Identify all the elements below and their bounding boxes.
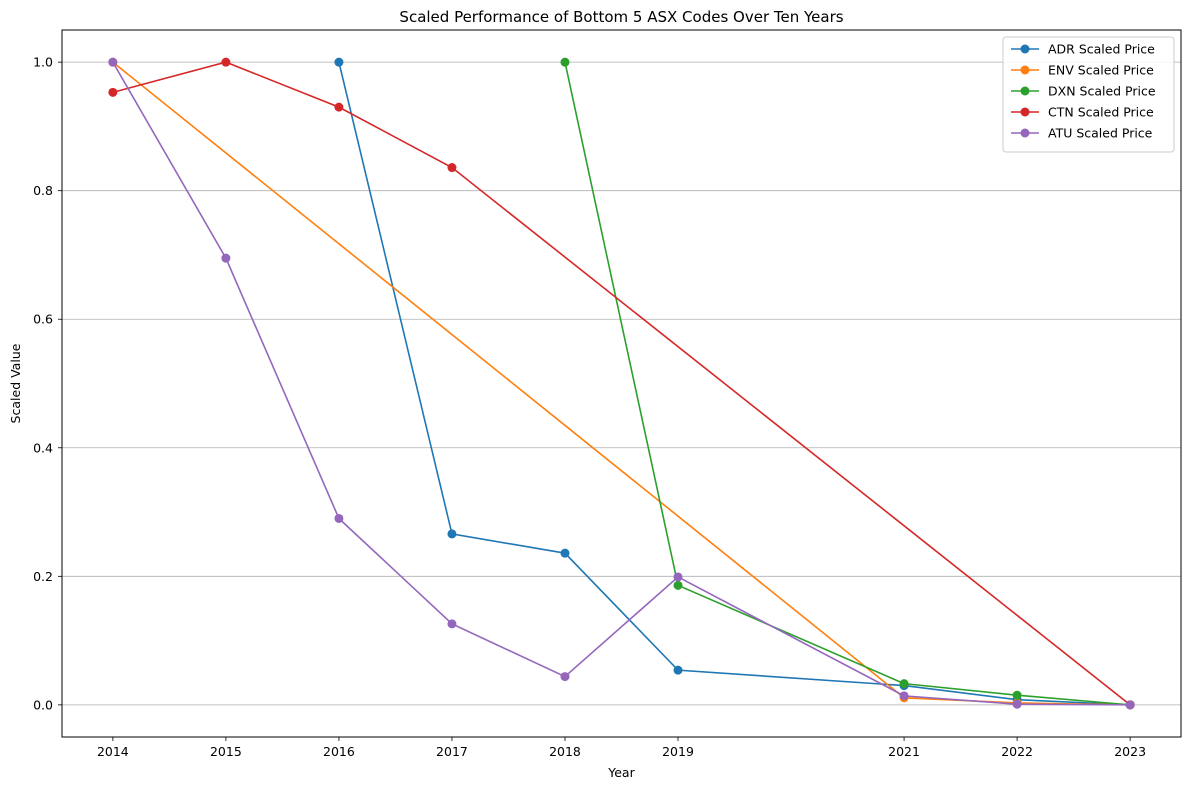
data-point <box>221 57 231 67</box>
data-point <box>560 548 570 558</box>
data-point <box>1012 690 1022 700</box>
legend-item: ATU Scaled Price <box>1011 126 1153 141</box>
legend-label: ADR Scaled Price <box>1048 42 1155 57</box>
legend-swatch-marker <box>1020 65 1030 75</box>
data-point <box>447 163 457 173</box>
data-point <box>108 57 118 67</box>
data-point <box>899 691 909 701</box>
legend-swatch-marker <box>1020 107 1030 117</box>
data-point <box>334 102 344 112</box>
legend-swatch-marker <box>1020 86 1030 96</box>
data-point <box>1012 699 1022 709</box>
legend-label: ENV Scaled Price <box>1048 63 1154 78</box>
data-point <box>221 253 231 263</box>
x-tick-label: 2015 <box>210 744 242 759</box>
y-tick-label: 0.0 <box>33 697 53 712</box>
series-4 <box>108 57 1135 710</box>
legend-label: ATU Scaled Price <box>1048 126 1153 141</box>
x-tick-label: 2018 <box>549 744 581 759</box>
data-point <box>447 619 457 629</box>
legend-item: DXN Scaled Price <box>1011 84 1156 99</box>
y-axis-label: Scaled Value <box>8 343 23 423</box>
x-tick-label: 2022 <box>1001 744 1033 759</box>
legend-swatch-marker <box>1020 128 1030 138</box>
series-0 <box>334 57 1135 710</box>
series-line <box>112 61 1131 706</box>
data-point <box>673 665 683 675</box>
legend-swatch-marker <box>1020 44 1030 54</box>
x-tick-label: 2021 <box>888 744 920 759</box>
series-line <box>564 61 1131 706</box>
data-point <box>560 672 570 682</box>
legend-label: CTN Scaled Price <box>1048 105 1154 120</box>
x-tick-label: 2016 <box>323 744 355 759</box>
y-axis-ticks: 0.0 0.2 0.4 0.6 0.8 1.0 <box>33 55 62 712</box>
data-point <box>334 57 344 67</box>
legend: ADR Scaled Price ENV Scaled Price DXN Scal… <box>1002 36 1175 153</box>
grid-lines <box>62 61 1181 706</box>
series-2 <box>560 57 1135 710</box>
plot-series <box>108 57 1135 710</box>
data-point <box>334 513 344 523</box>
data-point <box>1125 700 1135 710</box>
series-line <box>112 61 1131 706</box>
x-tick-label: 2019 <box>662 744 694 759</box>
data-point <box>447 529 457 539</box>
y-tick-label: 0.8 <box>33 183 53 198</box>
series-line <box>112 61 1131 706</box>
data-point <box>560 57 570 67</box>
legend-item: CTN Scaled Price <box>1011 105 1154 120</box>
y-tick-label: 0.2 <box>33 569 53 584</box>
plot-frame <box>61 29 1182 738</box>
x-tick-label: 2014 <box>97 744 129 759</box>
legend-item: ADR Scaled Price <box>1011 42 1155 57</box>
series-line <box>338 61 1131 706</box>
data-point <box>108 87 118 97</box>
x-axis-ticks: 2014 2015 2016 2017 2018 2019 2021 2022 2023 <box>97 737 1146 759</box>
x-tick-label: 2023 <box>1114 744 1146 759</box>
data-point <box>673 580 683 590</box>
chart-title: Scaled Performance of Bottom 5 ASX Codes… <box>399 8 843 26</box>
x-axis-label: Year <box>607 765 635 780</box>
legend-label: DXN Scaled Price <box>1048 84 1156 99</box>
y-tick-label: 1.0 <box>33 55 53 70</box>
data-point <box>673 572 683 582</box>
y-tick-label: 0.6 <box>33 312 53 327</box>
x-tick-label: 2017 <box>436 744 468 759</box>
data-point <box>899 679 909 689</box>
legend-item: ENV Scaled Price <box>1011 63 1154 78</box>
y-tick-label: 0.4 <box>33 440 53 455</box>
legend-box <box>1002 36 1175 153</box>
